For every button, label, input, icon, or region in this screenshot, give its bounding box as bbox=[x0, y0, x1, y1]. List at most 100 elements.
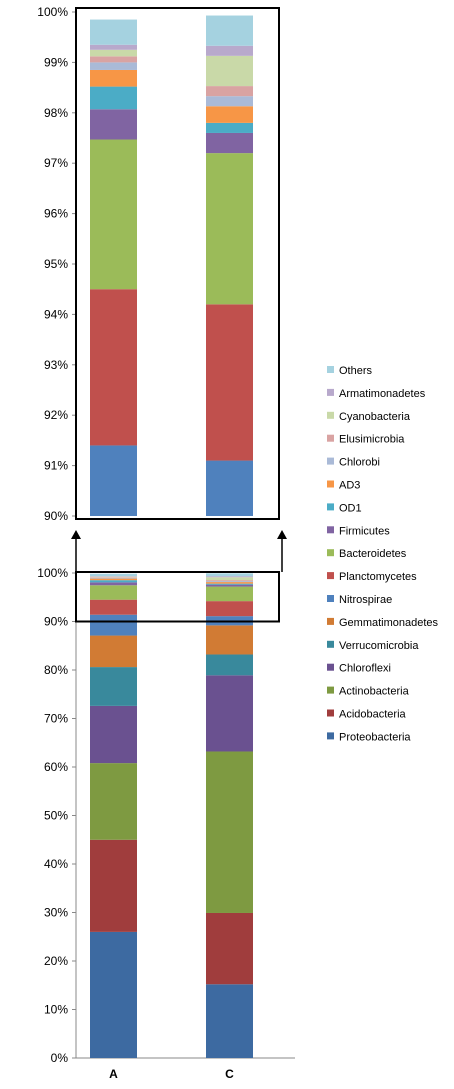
full-y-tick-label: 90% bbox=[44, 615, 68, 629]
legend-swatch-planctomycetes bbox=[327, 572, 334, 580]
legend-label-od1: OD1 bbox=[339, 502, 362, 514]
full-bar-segment-armatimonadetes-c bbox=[206, 576, 253, 578]
full-chart-bars bbox=[90, 573, 253, 1058]
full-y-tick-label: 70% bbox=[44, 712, 68, 726]
zoom-bar-segment-od1-a bbox=[90, 86, 137, 110]
full-bar-segment-elusimicrobia-a bbox=[90, 577, 137, 578]
zoom-bar-segment-planctomycetes-a bbox=[90, 289, 137, 446]
full-bar-segment-cyanobacteria-c bbox=[206, 577, 253, 581]
legend-label-armatimonadetes: Armatimonadetes bbox=[339, 388, 426, 400]
callout-arrow-head bbox=[277, 530, 287, 539]
legend-swatch-actinobacteria bbox=[327, 686, 334, 694]
full-y-tick-label: 50% bbox=[44, 809, 68, 823]
zoom-y-tick-label: 99% bbox=[44, 55, 68, 69]
full-bar-segment-elusimicrobia-c bbox=[206, 580, 253, 582]
legend-swatch-gemmatimonadetes bbox=[327, 617, 334, 625]
zoom-y-tick-label: 90% bbox=[44, 509, 68, 523]
full-bar-segment-chloroflexi-a bbox=[90, 705, 137, 764]
legend-label-elusimicrobia: Elusimicrobia bbox=[339, 434, 405, 446]
zoom-bar-segment-chlorobi-a bbox=[90, 62, 137, 70]
full-bar-segment-ad3-a bbox=[90, 578, 137, 581]
legend-label-others: Others bbox=[339, 365, 373, 377]
full-bar-segment-proteobacteria-c bbox=[206, 984, 253, 1058]
x-category-label-c: C bbox=[225, 1067, 234, 1081]
legend-swatch-others bbox=[327, 366, 334, 373]
zoom-bar-segment-bacteroidetes-c bbox=[206, 153, 253, 305]
legend: Others Armatimonadetes Cyanobacteria Elusim… bbox=[327, 365, 439, 743]
zoom-bar-segment-firmicutes-a bbox=[90, 109, 137, 140]
full-bar-segment-chloroflexi-c bbox=[206, 675, 253, 752]
full-bar-segment-od1-c bbox=[206, 583, 253, 585]
zoom-bar-segment-cyanobacteria-a bbox=[90, 49, 137, 57]
legend-swatch-firmicutes bbox=[327, 526, 334, 534]
full-bar-segment-ad3-c bbox=[206, 582, 253, 584]
legend-swatch-elusimicrobia bbox=[327, 434, 334, 442]
legend-label-cyanobacteria: Cyanobacteria bbox=[339, 411, 411, 423]
zoom-bar-segment-firmicutes-c bbox=[206, 132, 253, 154]
zoom-bar-segment-nitrospirae-c bbox=[206, 460, 253, 516]
full-bar-segment-chlorobi-c bbox=[206, 581, 253, 583]
legend-swatch-cyanobacteria bbox=[327, 411, 334, 419]
full-y-tick-label: 30% bbox=[44, 906, 68, 920]
legend-label-firmicutes: Firmicutes bbox=[339, 525, 390, 537]
zoom-bar-segment-nitrospirae-a bbox=[90, 445, 137, 516]
zoom-bar-segment-od1-c bbox=[206, 122, 253, 133]
full-bar-segment-acidobacteria-c bbox=[206, 912, 253, 985]
full-bar-segment-actinobacteria-a bbox=[90, 763, 137, 840]
zoom-bar-segment-armatimonadetes-c bbox=[206, 45, 253, 56]
full-y-tick-label: 40% bbox=[44, 857, 68, 871]
legend-label-chloroflexi: Chloroflexi bbox=[339, 663, 391, 675]
legend-swatch-od1 bbox=[327, 503, 334, 511]
full-bar-segment-nitrospirae-a bbox=[90, 614, 137, 636]
legend-label-bacteroidetes: Bacteroidetes bbox=[339, 548, 407, 560]
legend-label-planctomycetes: Planctomycetes bbox=[339, 571, 417, 583]
full-y-tick-label: 80% bbox=[44, 663, 68, 677]
zoom-bar-segment-elusimicrobia-c bbox=[206, 86, 253, 97]
legend-swatch-proteobacteria bbox=[327, 732, 334, 740]
legend-label-nitrospirae: Nitrospirae bbox=[339, 594, 392, 606]
legend-swatch-ad3 bbox=[327, 480, 334, 488]
zoom-y-tick-label: 95% bbox=[44, 257, 68, 271]
full-bar-segment-actinobacteria-c bbox=[206, 751, 253, 913]
zoom-bar-segment-armatimonadetes-a bbox=[90, 44, 137, 50]
full-chart-axes: 0% 10% 20% 30% 40% 50% 60% 70% 80% 90% 100% A C bbox=[37, 566, 295, 1081]
zoom-bar-segment-chlorobi-c bbox=[206, 96, 253, 107]
zoom-bar-segment-planctomycetes-c bbox=[206, 304, 253, 461]
zoom-bar-segment-elusimicrobia-a bbox=[90, 56, 137, 63]
legend-swatch-acidobacteria bbox=[327, 709, 334, 717]
zoom-bar-segment-ad3-c bbox=[206, 106, 253, 123]
full-bar-segment-firmicutes-c bbox=[206, 584, 253, 587]
legend-label-ad3: AD3 bbox=[339, 480, 360, 492]
full-bar-segment-firmicutes-a bbox=[90, 582, 137, 586]
legend-label-proteobacteria: Proteobacteria bbox=[339, 731, 411, 743]
zoom-bar-segment-cyanobacteria-c bbox=[206, 55, 253, 87]
full-bar-segment-chlorobi-a bbox=[90, 577, 137, 579]
full-bar-segment-gemmatimonadetes-c bbox=[206, 625, 253, 655]
zoom-y-tick-label: 93% bbox=[44, 358, 68, 372]
zoom-y-tick-label: 97% bbox=[44, 156, 68, 170]
zoom-chart-bars bbox=[90, 15, 253, 516]
full-bar-segment-planctomycetes-a bbox=[90, 599, 137, 615]
zoom-callout bbox=[71, 7, 287, 623]
full-y-tick-label: 100% bbox=[37, 566, 68, 580]
legend-swatch-nitrospirae bbox=[327, 595, 334, 602]
zoom-region-box bbox=[75, 571, 280, 623]
zoom-bar-segment-others-c bbox=[206, 15, 253, 46]
legend-label-verrucomicrobia: Verrucomicrobia bbox=[339, 640, 419, 652]
full-y-tick-label: 10% bbox=[44, 1003, 68, 1017]
full-bar-segment-verrucomicrobia-c bbox=[206, 654, 253, 676]
zoom-y-tick-label: 100% bbox=[37, 5, 68, 19]
full-bar-segment-od1-a bbox=[90, 580, 137, 583]
zoom-y-tick-label: 96% bbox=[44, 207, 68, 221]
full-bar-segment-acidobacteria-a bbox=[90, 839, 137, 932]
full-y-tick-label: 0% bbox=[51, 1051, 69, 1065]
zoom-y-tick-label: 94% bbox=[44, 307, 68, 321]
full-y-tick-label: 60% bbox=[44, 760, 68, 774]
zoom-chart-axes: 90% 91% 92% 93% 94% 95% 96% 97% 98% 99% 100% bbox=[37, 5, 77, 523]
callout-arrow-head bbox=[71, 530, 81, 539]
legend-label-actinobacteria: Actinobacteria bbox=[339, 686, 410, 698]
zoom-bar-segment-others-a bbox=[90, 19, 137, 45]
legend-label-chlorobi: Chlorobi bbox=[339, 457, 380, 469]
legend-swatch-armatimonadetes bbox=[327, 388, 334, 396]
